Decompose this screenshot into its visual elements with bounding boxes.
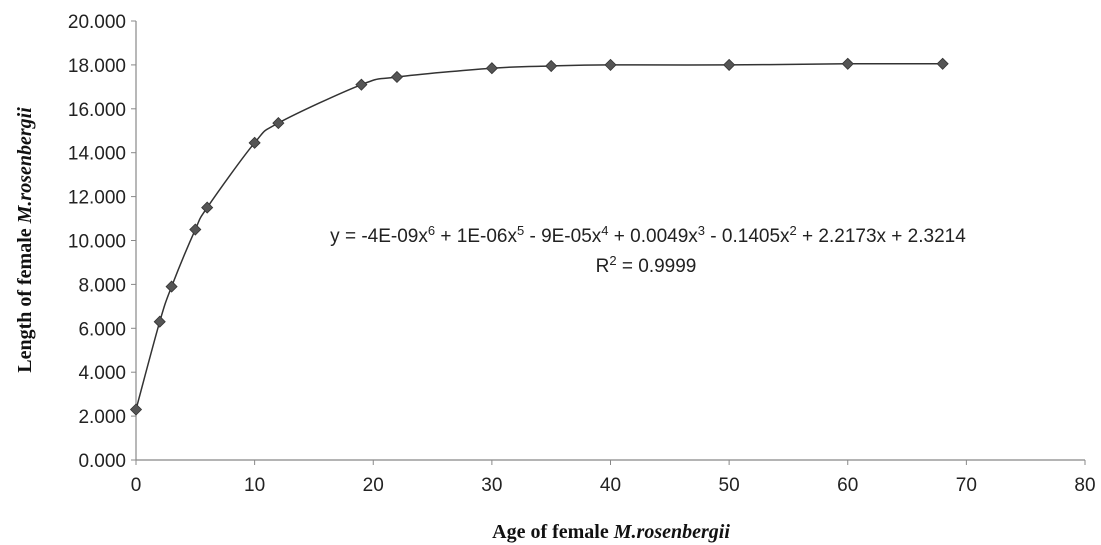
data-point <box>129 403 143 416</box>
y-tick-label: 20.000 <box>68 12 126 33</box>
x-axis-title: Age of female M.rosenbergii <box>492 521 730 543</box>
data-point <box>390 70 404 84</box>
x-tick-label: 80 <box>1074 475 1095 496</box>
data-point <box>545 59 558 73</box>
x-tick-label: 60 <box>837 475 858 496</box>
y-tick-label: 16.000 <box>68 100 126 121</box>
data-point <box>841 57 854 70</box>
y-tick-label: 6.000 <box>78 319 126 340</box>
x-tick-label: 40 <box>600 475 621 496</box>
x-tick-label: 30 <box>481 475 502 496</box>
y-tick-label: 10.000 <box>68 232 126 253</box>
tick-labels: 0 10 20 30 40 50 60 70 80 0.000 2.000 4.000 6.000 8.0… <box>68 12 1096 496</box>
x-tick-label: 0 <box>131 475 142 496</box>
y-axis-title: Length of female M.rosenbergii <box>14 107 36 373</box>
data-point <box>153 315 166 328</box>
data-point <box>723 58 736 71</box>
trendline-equation: y = -4E-09x6 + 1E-06x5 - 9E-05x4 + 0.004… <box>330 223 966 248</box>
y-tick-label: 14.000 <box>68 144 126 165</box>
x-tick-label: 10 <box>244 475 265 496</box>
r-squared: R2 = 0.9999 <box>596 253 697 278</box>
data-point <box>165 280 178 293</box>
data-point <box>272 117 285 130</box>
y-tick-label: 4.000 <box>78 363 126 384</box>
data-point <box>936 57 949 70</box>
y-tick-label: 12.000 <box>68 188 126 209</box>
x-tick-label: 70 <box>956 475 977 496</box>
data-point <box>485 62 498 75</box>
y-tick-label: 18.000 <box>68 56 126 77</box>
axes <box>131 20 1086 465</box>
data-points <box>129 57 949 416</box>
data-point <box>189 223 202 236</box>
data-point <box>248 136 261 149</box>
data-point <box>355 78 368 91</box>
y-tick-label: 2.000 <box>78 407 126 428</box>
y-tick-label: 8.000 <box>78 275 126 296</box>
x-tick-label: 20 <box>363 475 384 496</box>
data-point <box>604 58 617 71</box>
x-tick-label: 50 <box>719 475 740 496</box>
y-tick-label: 0.000 <box>78 451 126 472</box>
data-point <box>201 201 214 214</box>
